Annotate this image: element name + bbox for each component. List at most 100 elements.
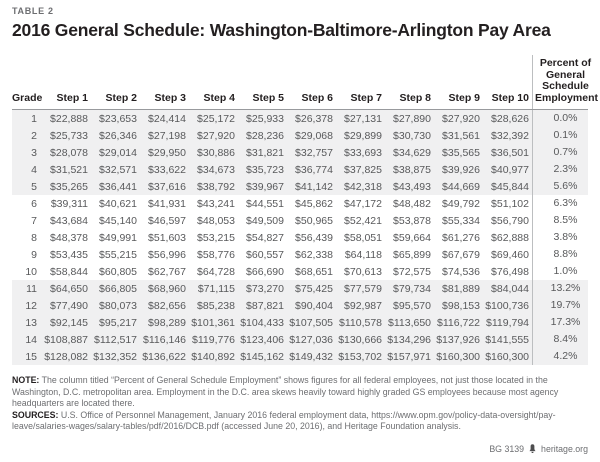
grade-cell: 12 [25, 299, 37, 312]
step-3-cell: $116,146 [142, 333, 186, 346]
step-5-cell: $35,723 [246, 163, 284, 176]
grade-cell: 13 [25, 316, 37, 329]
step-6-cell: $41,142 [295, 180, 333, 193]
step-2-cell: $49,991 [99, 231, 137, 244]
pay-table: Grade Step 1 Step 2 Step 3 Step 4 Step 5 Step … [12, 55, 598, 365]
step-5-cell: $44,551 [246, 197, 284, 210]
step-1-cell: $35,265 [50, 180, 88, 193]
step-2-cell: $26,346 [99, 129, 137, 142]
grade-cell: 6 [31, 197, 37, 210]
step-6-cell: $75,425 [295, 282, 333, 295]
step-6-cell: $68,651 [295, 265, 333, 278]
step-7-cell: $153,702 [338, 350, 382, 363]
step-1-cell: $25,733 [50, 129, 88, 142]
step-6-cell: $45,862 [295, 197, 333, 210]
site-credit: heritage.org [541, 444, 588, 454]
step-3-cell: $46,597 [148, 214, 186, 227]
step-4-cell: $25,172 [197, 112, 235, 125]
step-8-cell: $53,878 [393, 214, 431, 227]
percent-employment-cell: 17.3% [532, 314, 598, 331]
note-text: The column titled “Percent of General Sc… [12, 375, 559, 409]
grade-cell: 2 [31, 129, 37, 142]
step-3-cell: $136,622 [142, 350, 186, 363]
col-header-step-5: Step 5 [252, 92, 284, 104]
step-2-cell: $60,805 [99, 265, 137, 278]
step-5-cell: $49,509 [246, 214, 284, 227]
step-7-cell: $77,579 [344, 282, 382, 295]
step-1-cell: $28,078 [50, 146, 88, 159]
step-4-cell: $53,215 [197, 231, 235, 244]
col-header-grade: Grade [12, 92, 43, 104]
step-4-cell: $101,361 [191, 316, 235, 329]
step-5-cell: $39,967 [246, 180, 284, 193]
step-4-cell: $140,892 [191, 350, 235, 363]
step-9-cell: $39,926 [442, 163, 480, 176]
step-9-cell: $49,792 [442, 197, 480, 210]
step-10-cell: $36,501 [491, 146, 529, 159]
step-7-cell: $52,421 [344, 214, 382, 227]
step-7-cell: $42,318 [344, 180, 382, 193]
step-1-cell: $48,378 [50, 231, 88, 244]
grade-cell: 10 [25, 265, 37, 278]
step-5-cell: $31,821 [246, 146, 284, 159]
table-row-grade-2: 2 $25,733 $26,346 $27,198 $27,920 $28,236 $29,… [12, 127, 588, 144]
step-6-cell: $149,432 [289, 350, 333, 363]
step-7-cell: $70,613 [344, 265, 382, 278]
table-row-grade-11: 11 $64,650 $66,805 $68,960 $71,115 $73,270 $75… [12, 280, 588, 297]
step-1-cell: $108,887 [44, 333, 88, 346]
step-3-cell: $41,931 [148, 197, 186, 210]
step-7-cell: $29,899 [344, 129, 382, 142]
step-10-cell: $76,498 [491, 265, 529, 278]
step-1-cell: $31,521 [50, 163, 88, 176]
table-row-grade-10: 10 $58,844 $60,805 $62,767 $64,728 $66,690 $68… [12, 263, 588, 280]
step-1-cell: $39,311 [50, 197, 88, 210]
step-3-cell: $27,198 [148, 129, 186, 142]
step-6-cell: $32,757 [295, 146, 333, 159]
step-3-cell: $68,960 [148, 282, 186, 295]
col-header-step-8: Step 8 [399, 92, 431, 104]
step-4-cell: $38,792 [197, 180, 235, 193]
step-7-cell: $33,693 [344, 146, 382, 159]
col-header-step-9: Step 9 [448, 92, 480, 104]
step-1-cell: $77,490 [50, 299, 88, 312]
step-8-cell: $59,664 [393, 231, 431, 244]
grade-cell: 8 [31, 231, 37, 244]
step-6-cell: $107,505 [289, 316, 333, 329]
step-6-cell: $36,774 [295, 163, 333, 176]
step-7-cell: $92,987 [344, 299, 382, 312]
step-9-cell: $27,920 [442, 112, 480, 125]
step-8-cell: $113,650 [387, 316, 431, 329]
step-8-cell: $48,482 [393, 197, 431, 210]
step-5-cell: $25,933 [246, 112, 284, 125]
percent-employment-cell: 3.8% [532, 229, 598, 246]
step-4-cell: $27,920 [197, 129, 235, 142]
step-4-cell: $71,115 [197, 282, 235, 295]
col-header-step-7: Step 7 [350, 92, 382, 104]
step-3-cell: $33,622 [148, 163, 186, 176]
step-10-cell: $160,300 [485, 350, 529, 363]
step-5-cell: $145,162 [240, 350, 284, 363]
grade-cell: 5 [31, 180, 37, 193]
grade-cell: 9 [31, 248, 37, 261]
step-5-cell: $123,406 [240, 333, 284, 346]
step-6-cell: $50,965 [295, 214, 333, 227]
step-9-cell: $137,926 [436, 333, 480, 346]
percent-employment-cell: 8.4% [532, 331, 598, 348]
step-4-cell: $64,728 [197, 265, 235, 278]
step-2-cell: $32,571 [99, 163, 137, 176]
col-header-percent-employment: Percent of General Schedule Employment [532, 55, 598, 109]
table-row-grade-3: 3 $28,078 $29,014 $29,950 $30,886 $31,821 $32,… [12, 144, 588, 161]
step-2-cell: $36,441 [99, 180, 137, 193]
step-10-cell: $141,555 [485, 333, 529, 346]
table-row-grade-6: 6 $39,311 $40,621 $41,931 $43,241 $44,551 $45,… [12, 195, 588, 212]
grade-cell: 4 [31, 163, 37, 176]
step-8-cell: $72,575 [393, 265, 431, 278]
step-4-cell: $85,238 [197, 299, 235, 312]
percent-employment-cell: 4.2% [532, 348, 598, 365]
step-4-cell: $30,886 [197, 146, 235, 159]
percent-employment-cell: 1.0% [532, 263, 598, 280]
sources-text: U.S. Office of Personnel Management, Jan… [12, 409, 556, 432]
percent-employment-cell: 0.1% [532, 127, 598, 144]
sources-block: SOURCES: U.S. Office of Personnel Manage… [12, 410, 588, 433]
grade-cell: 14 [25, 333, 37, 346]
